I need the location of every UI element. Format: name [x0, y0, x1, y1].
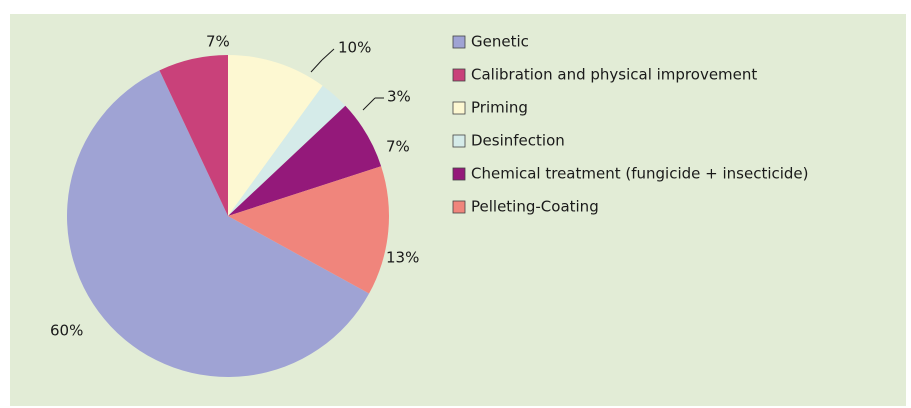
pie-slice	[159, 55, 228, 216]
legend-label: Calibration and physical improvement	[471, 66, 757, 84]
pie-slice	[228, 105, 382, 216]
pie-slice	[228, 166, 389, 294]
legend-swatch	[452, 68, 466, 82]
value-label: 10%	[338, 39, 371, 57]
legend-swatch	[452, 200, 466, 214]
pie-slice	[67, 70, 370, 377]
legend-label: Chemical treatment (fungicide + insectic…	[471, 165, 809, 183]
legend-label: Genetic	[471, 33, 529, 51]
legend-swatch	[452, 35, 466, 49]
legend-label: Priming	[471, 99, 528, 117]
value-label: 3%	[387, 88, 411, 106]
pie-slice	[228, 55, 323, 216]
legend-swatch	[452, 167, 466, 181]
legend-label: Pelleting-Coating	[471, 198, 599, 216]
legend-swatch	[452, 134, 466, 148]
leader-line	[362, 97, 376, 111]
legend-label: Desinfection	[471, 132, 565, 150]
legend-swatch	[452, 101, 466, 115]
value-label: 7%	[386, 138, 410, 156]
value-label: 60%	[50, 322, 83, 340]
pie-slice	[228, 85, 346, 216]
leader-line	[321, 48, 335, 61]
leader-line	[310, 59, 323, 73]
value-label: 7%	[206, 33, 230, 51]
value-label: 13%	[386, 249, 419, 267]
